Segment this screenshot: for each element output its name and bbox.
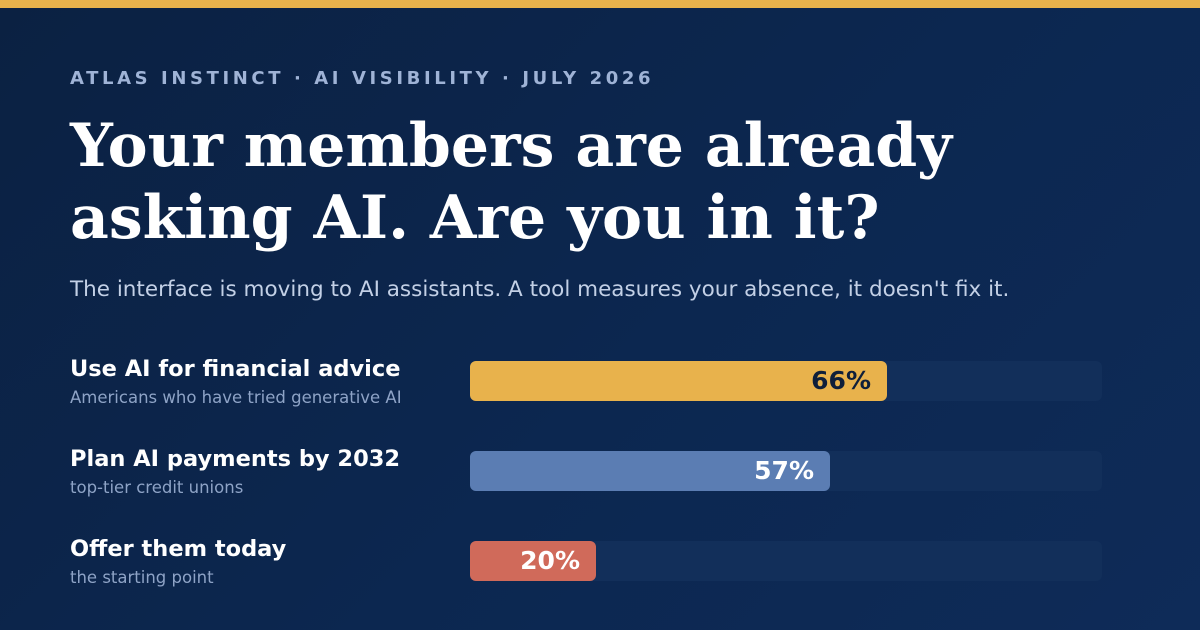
bar-sublabel: top-tier credit unions bbox=[70, 478, 244, 497]
bar-chart: Use AI for financial advice Americans wh… bbox=[70, 356, 1102, 626]
bar-track: 66% bbox=[470, 361, 1102, 401]
bar-label: Offer them today bbox=[70, 536, 287, 562]
bar-value-label: 66% bbox=[811, 366, 871, 395]
bar-fill: 66% bbox=[470, 361, 887, 401]
bar-sublabel: Americans who have tried generative AI bbox=[70, 388, 402, 407]
bar-fill: 20% bbox=[470, 541, 596, 581]
subtitle: The interface is moving to AI assistants… bbox=[70, 277, 1010, 302]
bar-value-label: 57% bbox=[754, 456, 814, 485]
headline-line-1: Your members are already bbox=[70, 111, 953, 181]
bar-track: 20% bbox=[470, 541, 1102, 581]
eyebrow-text: ATLAS INSTINCT · AI VISIBILITY · JULY 20… bbox=[70, 68, 655, 89]
headline: Your members are already asking AI. Are … bbox=[70, 110, 1150, 254]
bar-row: Use AI for financial advice Americans wh… bbox=[70, 356, 1102, 446]
bar-label: Use AI for financial advice bbox=[70, 356, 401, 382]
bar-label: Plan AI payments by 2032 bbox=[70, 446, 401, 472]
bar-fill: 57% bbox=[470, 451, 830, 491]
bar-track: 57% bbox=[470, 451, 1102, 491]
bar-row: Plan AI payments by 2032 top-tier credit… bbox=[70, 446, 1102, 536]
bar-row: Offer them today the starting point 20% bbox=[70, 536, 1102, 626]
headline-line-2: asking AI. Are you in it? bbox=[70, 183, 880, 253]
top-accent-stripe bbox=[0, 0, 1200, 8]
bar-sublabel: the starting point bbox=[70, 568, 214, 587]
bar-value-label: 20% bbox=[520, 546, 580, 575]
